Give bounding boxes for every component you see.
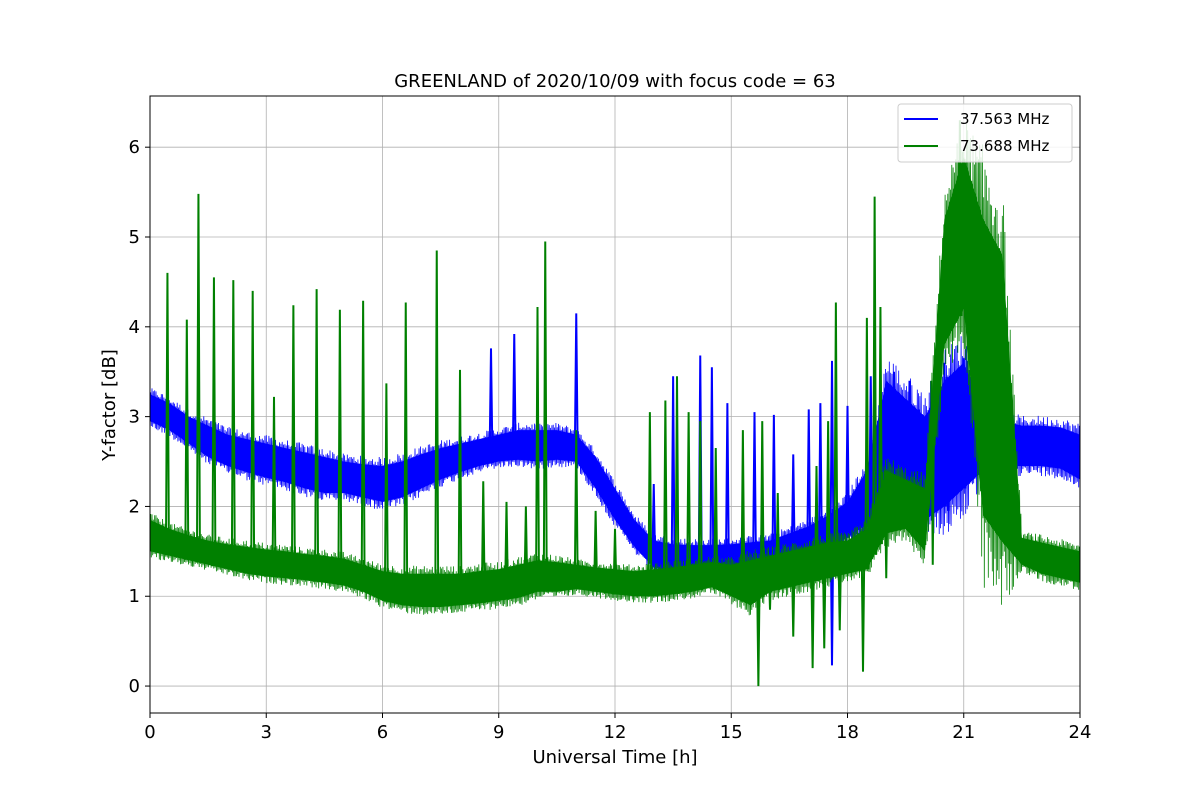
y-tick-label: 6 (129, 137, 140, 158)
series-2-spike (814, 466, 819, 581)
series-2-spike (290, 305, 296, 580)
y-tick-label: 4 (129, 317, 140, 338)
series-2-spike (383, 383, 389, 602)
y-axis-label: Y-factor [dB] (99, 349, 120, 462)
series-2-spike (573, 430, 579, 590)
series-2-dip (930, 380, 936, 565)
series-1-spike (806, 409, 812, 556)
series-1-spike (488, 348, 494, 464)
series-2-dip (821, 543, 827, 649)
y-tick-label: 5 (129, 227, 140, 248)
plot-data (150, 120, 1080, 687)
series-2-spike (647, 412, 653, 597)
y-tick-label: 3 (129, 407, 140, 428)
series-1-spike (817, 403, 823, 551)
series-2-dip (767, 555, 773, 610)
series-2-spike (864, 317, 870, 570)
series-2-spike (697, 421, 703, 590)
series-2-dip (755, 558, 761, 687)
series-2-dip (860, 531, 866, 672)
x-axis-ticks: 0 3 6 9 12 15 18 21 24 (144, 713, 1091, 743)
series-1-spike (907, 380, 912, 506)
series-2-spike (164, 272, 170, 556)
series-2-spike (662, 400, 668, 596)
series-2-spike (775, 492, 781, 590)
series-2-spike (686, 412, 692, 593)
series-1-dip (945, 377, 951, 511)
series-2-spike (271, 396, 277, 578)
x-tick-label: 24 (1069, 722, 1092, 743)
series-2-spike (523, 506, 529, 596)
series-2 (150, 120, 1080, 687)
y-axis-ticks: 0 1 2 3 4 5 6 (129, 137, 150, 697)
series-2-spike (250, 290, 256, 575)
x-axis-label: Universal Time [h] (532, 747, 697, 768)
series-2-spike (674, 376, 680, 594)
series-1-spike (829, 360, 835, 546)
series-2-dip (837, 541, 843, 631)
series-2-spike (825, 421, 831, 579)
series-1-spike (709, 367, 715, 572)
x-tick-label: 0 (144, 722, 155, 743)
series-1-spike (573, 313, 579, 462)
series-1-spike (845, 405, 850, 538)
series-1-spike (511, 333, 517, 461)
x-tick-label: 18 (836, 722, 859, 743)
series-2-spike (535, 307, 540, 592)
series-2-spike (211, 277, 217, 567)
series-1-trace (150, 336, 1080, 578)
series-2-spike (740, 430, 746, 602)
series-2-spike (759, 421, 765, 598)
series-2-spike (434, 250, 440, 608)
x-tick-label: 6 (377, 722, 388, 743)
series-2-spike (480, 481, 486, 603)
series-2-spike (877, 307, 883, 545)
series-2-spike (337, 309, 343, 585)
series-1-spike (790, 454, 796, 561)
x-tick-label: 15 (720, 722, 743, 743)
series-1-dip (798, 528, 804, 547)
y-tick-label: 0 (129, 676, 140, 697)
series-1-spike (941, 362, 947, 507)
series-2-spike (833, 302, 839, 577)
series-2-spike (593, 510, 599, 592)
series-2-spike (713, 448, 719, 590)
series-1-spike (771, 414, 777, 567)
series-2-dip (810, 545, 816, 669)
series-2-spike (184, 319, 190, 560)
x-tick-label: 3 (261, 722, 272, 743)
series-2-spike (612, 528, 618, 595)
series-2-spike (542, 241, 548, 592)
series-2-spike (360, 300, 366, 592)
series-2-spike (230, 280, 236, 571)
series-1-spike (670, 376, 676, 572)
series-1-spike (868, 376, 874, 519)
series-2-spike (872, 196, 878, 555)
series-2-spike (457, 369, 463, 606)
y-tick-label: 1 (129, 586, 140, 607)
legend-label-series-1: 37.563 MHz (960, 110, 1049, 128)
series-2-spike (504, 501, 509, 600)
x-tick-label: 9 (493, 722, 504, 743)
legend-label-series-2: 73.688 MHz (960, 137, 1049, 155)
series-2-spike (195, 193, 201, 563)
series-2-dip (790, 550, 796, 637)
series-1-spike (961, 358, 967, 489)
series-2-dip (883, 470, 889, 579)
series-2-spike (403, 302, 409, 606)
series-2-trace (150, 123, 1080, 616)
legend: 37.563 MHz 73.688 MHz (897, 103, 1073, 163)
y-tick-label: 2 (129, 496, 140, 517)
series-1-spike (651, 483, 657, 568)
series-1-spike (891, 371, 897, 497)
legend-box (897, 103, 1073, 163)
chart-title: GREENLAND of 2020/10/09 with focus code … (394, 71, 836, 92)
x-tick-label: 12 (604, 722, 627, 743)
series-1-spike (752, 412, 757, 569)
x-tick-label: 21 (952, 722, 975, 743)
series-2-spike (314, 289, 320, 582)
series-1-spike (724, 403, 730, 570)
